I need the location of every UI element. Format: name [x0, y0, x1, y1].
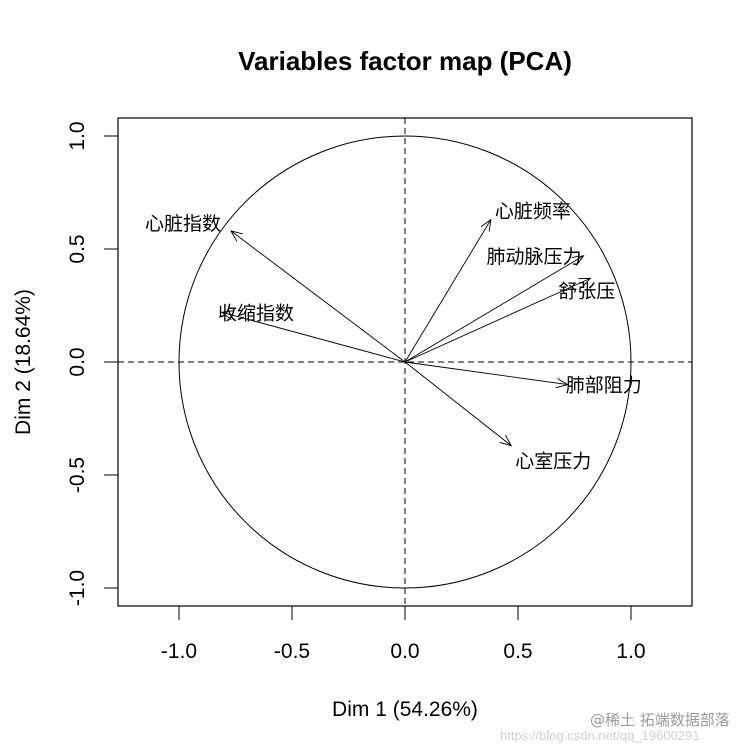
variable-label: 心脏指数 — [145, 213, 221, 235]
variable-arrow: 心室压力 — [404, 361, 591, 473]
variable-label: 肺动脉压力 — [487, 246, 582, 268]
arrowhead-icon — [220, 310, 234, 321]
y-axis: -1.0 -0.5 0.0 0.5 1.0 — [66, 121, 118, 606]
variable-label: 心室压力 — [515, 451, 591, 473]
y-tick-label: 0.0 — [66, 347, 89, 376]
chart-title: Variables factor map (PCA) — [238, 46, 572, 76]
variable-arrow: 心脏频率 — [404, 201, 571, 363]
x-axis: -1.0 -0.5 0.0 0.5 1.0 — [161, 606, 646, 663]
y-tick-label: 0.5 — [66, 234, 89, 263]
variable-label: 心脏频率 — [495, 201, 571, 223]
arrowhead-icon — [556, 378, 569, 389]
watermark-brand: @稀土 拓端数据部落 — [590, 711, 730, 729]
arrowhead-icon — [230, 230, 243, 242]
x-tick-label: 1.0 — [616, 640, 645, 663]
correlation-circle — [178, 135, 632, 589]
variable-label: 舒张压 — [558, 280, 615, 302]
watermark-url: https://blog.csdn.net/qq_19600291 — [500, 728, 700, 743]
x-tick-label: 0.5 — [503, 640, 532, 663]
variable-arrow: 心脏指数 — [145, 213, 406, 363]
y-tick-label: -0.5 — [66, 457, 89, 493]
variable-arrow: 肺部阻力 — [404, 361, 642, 397]
variable-arrow: 舒张压 — [404, 277, 615, 363]
x-axis-label: Dim 1 (54.26%) — [332, 698, 478, 721]
x-tick-label: -1.0 — [161, 640, 197, 663]
variable-arrow: 收缩指数 — [218, 302, 406, 363]
arrowhead-icon — [578, 277, 592, 288]
y-tick-label: 1.0 — [66, 121, 89, 150]
x-tick-label: 0.0 — [390, 640, 419, 663]
y-axis-label: Dim 2 (18.64%) — [12, 289, 35, 435]
arrowhead-icon — [480, 218, 492, 232]
variable-label: 肺部阻力 — [566, 375, 642, 397]
arrowhead-icon — [499, 434, 513, 447]
x-tick-label: -0.5 — [274, 640, 310, 663]
variable-label: 收缩指数 — [218, 302, 294, 324]
y-tick-label: -1.0 — [66, 570, 89, 606]
variable-arrow: 肺动脉压力 — [404, 246, 585, 363]
arrowhead-icon — [571, 255, 585, 266]
